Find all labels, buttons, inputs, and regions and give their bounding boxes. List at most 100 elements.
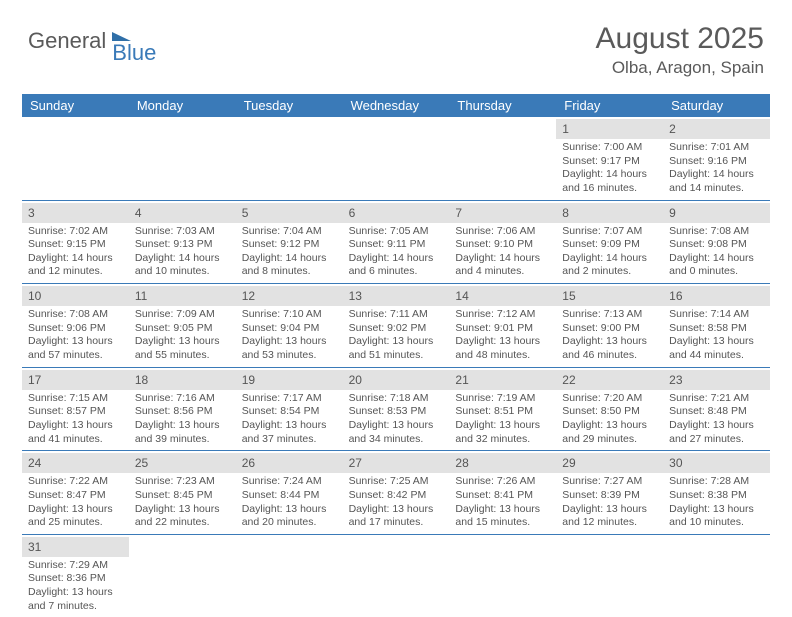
day-number-row: 7: [449, 203, 556, 223]
day-cell: 18Sunrise: 7:16 AMSunset: 8:56 PMDayligh…: [129, 368, 236, 451]
day-cell: 24Sunrise: 7:22 AMSunset: 8:47 PMDayligh…: [22, 451, 129, 534]
day-info: Sunrise: 7:28 AMSunset: 8:38 PMDaylight:…: [669, 475, 764, 530]
day-info: Sunrise: 7:18 AMSunset: 8:53 PMDaylight:…: [349, 392, 444, 447]
day-info: Sunrise: 7:10 AMSunset: 9:04 PMDaylight:…: [242, 308, 337, 363]
day-info: Sunrise: 7:00 AMSunset: 9:17 PMDaylight:…: [562, 141, 657, 196]
day-info: Sunrise: 7:05 AMSunset: 9:11 PMDaylight:…: [349, 225, 444, 280]
day-number-row: 5: [236, 203, 343, 223]
day-number-row: 11: [129, 286, 236, 306]
day-header: Sunday: [22, 94, 129, 117]
day-info: Sunrise: 7:19 AMSunset: 8:51 PMDaylight:…: [455, 392, 550, 447]
day-cell: 16 Sunrise: 7:14 AMSunset: 8:58 PMDayligh…: [663, 284, 770, 367]
day-header: Thursday: [449, 94, 556, 117]
day-cell: 20 Sunrise: 7:18 AMSunset: 8:53 PMDayligh…: [343, 368, 450, 451]
day-number: 24: [28, 456, 41, 470]
day-number: 27: [349, 456, 362, 470]
week-row: 31Sunrise: 7:29 AMSunset: 8:36 PMDayligh…: [22, 535, 770, 617]
weeks-container: 1 Sunrise: 7:00 AMSunset: 9:17 PMDaylight…: [22, 117, 770, 617]
day-info: Sunrise: 7:14 AMSunset: 8:58 PMDaylight:…: [669, 308, 764, 363]
day-info: Sunrise: 7:01 AMSunset: 9:16 PMDaylight:…: [669, 141, 764, 196]
title-block: August 2025 Olba, Aragon, Spain: [596, 22, 764, 78]
day-cell: 6 Sunrise: 7:05 AMSunset: 9:11 PMDaylight…: [343, 201, 450, 284]
day-cell: 13Sunrise: 7:11 AMSunset: 9:02 PMDayligh…: [343, 284, 450, 367]
day-number: 4: [135, 206, 142, 220]
day-cell: 31Sunrise: 7:29 AMSunset: 8:36 PMDayligh…: [22, 535, 129, 617]
day-info: Sunrise: 7:02 AMSunset: 9:15 PMDaylight:…: [28, 225, 123, 280]
day-cell: 29 Sunrise: 7:27 AMSunset: 8:39 PMDayligh…: [556, 451, 663, 534]
month-year: August 2025: [596, 22, 764, 56]
day-number-row: 26: [236, 453, 343, 473]
day-cell: 4Sunrise: 7:03 AMSunset: 9:13 PMDaylight…: [129, 201, 236, 284]
day-number-row: 6: [343, 203, 450, 223]
day-number: 31: [28, 540, 41, 554]
day-number: 13: [349, 289, 362, 303]
day-number: 6: [349, 206, 356, 220]
day-number: 5: [242, 206, 249, 220]
day-info: Sunrise: 7:12 AMSunset: 9:01 PMDaylight:…: [455, 308, 550, 363]
day-cell: 15Sunrise: 7:13 AMSunset: 9:00 PMDayligh…: [556, 284, 663, 367]
empty-cell: [663, 535, 770, 617]
week-row: 24Sunrise: 7:22 AMSunset: 8:47 PMDayligh…: [22, 451, 770, 535]
day-number-row: 8: [556, 203, 663, 223]
empty-cell: [449, 535, 556, 617]
day-number-row: 30: [663, 453, 770, 473]
day-number: 9: [669, 206, 676, 220]
day-header: Wednesday: [343, 94, 450, 117]
day-cell: 8Sunrise: 7:07 AMSunset: 9:09 PMDaylight…: [556, 201, 663, 284]
day-info: Sunrise: 7:24 AMSunset: 8:44 PMDaylight:…: [242, 475, 337, 530]
day-cell: 11 Sunrise: 7:09 AMSunset: 9:05 PMDayligh…: [129, 284, 236, 367]
day-number-row: 2: [663, 119, 770, 139]
day-info: Sunrise: 7:15 AMSunset: 8:57 PMDaylight:…: [28, 392, 123, 447]
day-number: 1: [562, 122, 569, 136]
day-info: Sunrise: 7:08 AMSunset: 9:06 PMDaylight:…: [28, 308, 123, 363]
empty-cell: [236, 535, 343, 617]
day-cell: 19 Sunrise: 7:17 AMSunset: 8:54 PMDayligh…: [236, 368, 343, 451]
day-number: 16: [669, 289, 682, 303]
day-info: Sunrise: 7:21 AMSunset: 8:48 PMDaylight:…: [669, 392, 764, 447]
day-number-row: 13: [343, 286, 450, 306]
day-cell: 17Sunrise: 7:15 AMSunset: 8:57 PMDayligh…: [22, 368, 129, 451]
day-number: 19: [242, 373, 255, 387]
day-number: 14: [455, 289, 468, 303]
header: General Blue August 2025 Olba, Aragon, S…: [0, 0, 792, 86]
day-cell: 3Sunrise: 7:02 AMSunset: 9:15 PMDaylight…: [22, 201, 129, 284]
day-number: 7: [455, 206, 462, 220]
week-row: 3Sunrise: 7:02 AMSunset: 9:15 PMDaylight…: [22, 201, 770, 285]
day-number: 23: [669, 373, 682, 387]
day-cell: 30Sunrise: 7:28 AMSunset: 8:38 PMDayligh…: [663, 451, 770, 534]
day-number-row: 14: [449, 286, 556, 306]
day-number-row: 25: [129, 453, 236, 473]
day-number: 15: [562, 289, 575, 303]
empty-cell: [556, 535, 663, 617]
day-number-row: 17: [22, 370, 129, 390]
day-cell: 7Sunrise: 7:06 AMSunset: 9:10 PMDaylight…: [449, 201, 556, 284]
day-number-row: 22: [556, 370, 663, 390]
day-cell: 22Sunrise: 7:20 AMSunset: 8:50 PMDayligh…: [556, 368, 663, 451]
day-number: 22: [562, 373, 575, 387]
day-number-row: 20: [343, 370, 450, 390]
empty-cell: [129, 535, 236, 617]
day-number: 20: [349, 373, 362, 387]
day-info: Sunrise: 7:09 AMSunset: 9:05 PMDaylight:…: [135, 308, 230, 363]
day-number: 18: [135, 373, 148, 387]
logo-text-blue: Blue: [112, 40, 156, 66]
day-number: 21: [455, 373, 468, 387]
empty-cell: [449, 117, 556, 200]
day-number: 11: [135, 289, 147, 303]
day-cell: 1 Sunrise: 7:00 AMSunset: 9:17 PMDaylight…: [556, 117, 663, 200]
day-header: Saturday: [663, 94, 770, 117]
day-header: Monday: [129, 94, 236, 117]
day-number: 29: [562, 456, 575, 470]
day-cell: 14 Sunrise: 7:12 AMSunset: 9:01 PMDayligh…: [449, 284, 556, 367]
empty-cell: [343, 535, 450, 617]
logo: General Blue: [28, 28, 178, 54]
day-cell: 25Sunrise: 7:23 AMSunset: 8:45 PMDayligh…: [129, 451, 236, 534]
day-number-row: 9: [663, 203, 770, 223]
day-cell: 12Sunrise: 7:10 AMSunset: 9:04 PMDayligh…: [236, 284, 343, 367]
location: Olba, Aragon, Spain: [596, 58, 764, 78]
empty-cell: [129, 117, 236, 200]
day-cell: 9Sunrise: 7:08 AMSunset: 9:08 PMDaylight…: [663, 201, 770, 284]
day-info: Sunrise: 7:17 AMSunset: 8:54 PMDaylight:…: [242, 392, 337, 447]
day-info: Sunrise: 7:27 AMSunset: 8:39 PMDaylight:…: [562, 475, 657, 530]
empty-cell: [343, 117, 450, 200]
